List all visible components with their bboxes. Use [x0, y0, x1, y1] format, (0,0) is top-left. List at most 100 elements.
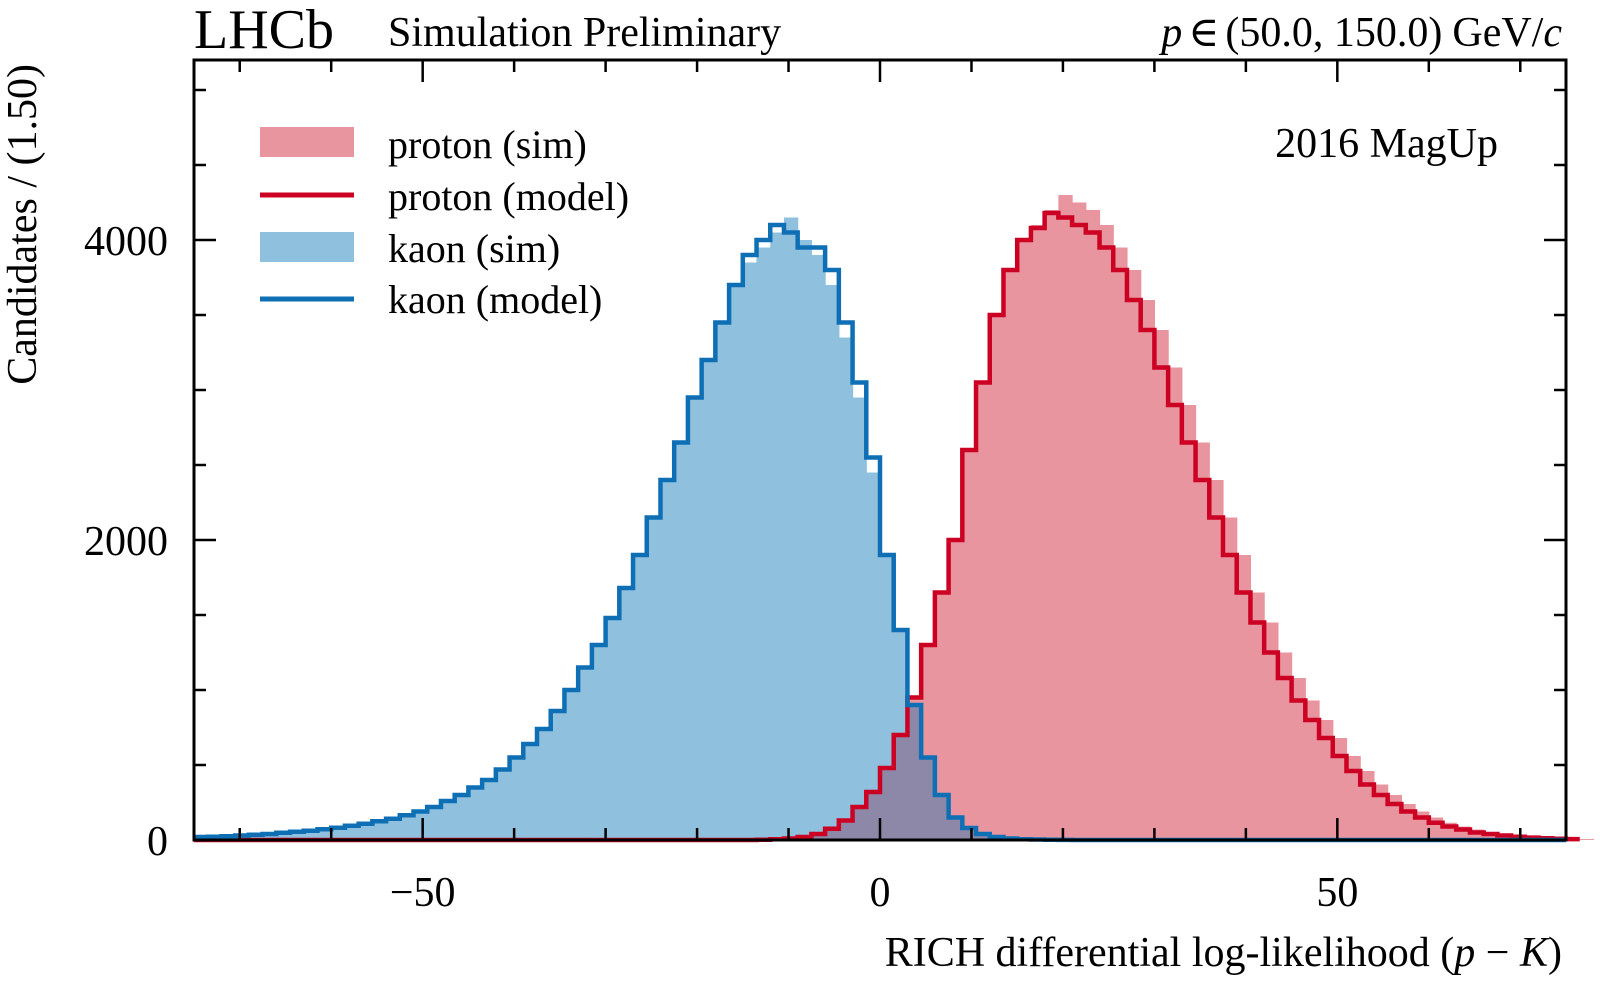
legend-swatch-proton-sim	[260, 127, 354, 157]
kaon-sim-bar	[386, 818, 401, 840]
kaon-sim-bar	[248, 834, 264, 840]
proton-sim-bar	[1072, 202, 1087, 840]
kaon-sim-bar	[303, 830, 319, 840]
kaon-sim-bar	[783, 217, 799, 840]
y-tick-label: 2000	[84, 519, 168, 565]
overlap-bar	[948, 817, 963, 840]
proton-sim-bar	[1113, 247, 1128, 840]
speed-of-light: c	[1543, 10, 1562, 56]
x-tick-label: −50	[390, 870, 456, 916]
proton-sim-bar	[1030, 225, 1046, 840]
proton-sim-bar	[1099, 225, 1114, 840]
kaon-sim-bar	[482, 780, 497, 840]
kaon-sim-bar	[633, 555, 648, 840]
proton-sim-bar	[1291, 678, 1306, 840]
proton-sim-bar	[1319, 720, 1334, 840]
overlap-bar	[934, 795, 950, 840]
momentum-values: (50.0, 150.0)	[1225, 10, 1442, 56]
proton-sim-bar	[948, 540, 963, 840]
proton-sim-bar	[1305, 700, 1320, 840]
overlap-bar	[921, 757, 936, 840]
proton-sim-bar	[1168, 367, 1183, 840]
legend-label-kaon-model: kaon (model)	[388, 277, 602, 322]
proton-sim-bar	[976, 382, 991, 840]
momentum-unit: GeV/	[1452, 10, 1543, 56]
kaon-sim-bar	[399, 815, 415, 840]
proton-sim-bar	[1360, 771, 1375, 840]
kaon-sim-bar	[344, 825, 360, 840]
kaon-sim-bar	[358, 823, 373, 840]
x-axis-label-p: p	[1451, 930, 1475, 976]
y-tick-label: 4000	[84, 219, 168, 265]
kaon-sim-bar	[564, 690, 579, 840]
momentum-var: p	[1158, 10, 1182, 56]
proton-sim-bar	[1003, 270, 1018, 840]
kaon-sim-bar	[729, 285, 744, 840]
kaon-sim-bar	[413, 811, 428, 840]
kaon-sim-bar	[715, 322, 730, 840]
x-axis-label-suffix: )	[1548, 930, 1562, 976]
proton-sim-bar	[1250, 592, 1265, 840]
proton-sim-bar	[1017, 240, 1032, 840]
overlap-bar	[907, 705, 922, 840]
kaon-sim-bar	[811, 255, 826, 840]
kaon-sim-bar	[372, 821, 387, 840]
experiment-label: LHCb	[194, 0, 334, 61]
x-axis-label: RICH differential log-likelihood (p − K)	[885, 930, 1562, 976]
proton-sim-bar	[1044, 210, 1059, 840]
kaon-sim-bar	[852, 397, 867, 840]
x-tick-label: 0	[870, 870, 891, 916]
kaon-sim-bar	[619, 588, 634, 840]
kaon-sim-bar	[427, 807, 442, 840]
kaon-sim-bar	[276, 832, 291, 840]
kaon-sim-bar	[770, 232, 785, 840]
proton-sim-bar	[1154, 330, 1169, 840]
overlap-bar	[866, 792, 881, 840]
kaon-sim-bar	[605, 618, 620, 840]
proton-sim-bar	[1195, 442, 1210, 840]
kaon-sim-bar	[317, 829, 332, 840]
proton-sim-bar	[1373, 784, 1389, 840]
axis-ticks	[194, 60, 1566, 842]
legend-label-kaon-sim: kaon (sim)	[388, 226, 560, 271]
kaon-sim-bar	[866, 472, 881, 840]
proton-sim-bar	[1126, 270, 1142, 840]
proton-sim-bar	[989, 315, 1005, 840]
kaon-sim-bar	[674, 442, 689, 840]
kaon-sim-bar	[701, 360, 716, 840]
kaon-sim-bar	[578, 667, 593, 840]
kaon-sim-bar	[440, 801, 456, 840]
kaon-sim-bar	[537, 729, 552, 840]
y-axis-label: Candidates / (1.50)	[0, 64, 46, 385]
overlap-bar	[852, 807, 867, 840]
kaon-sim-bar	[660, 480, 675, 840]
overlap-bar	[825, 828, 840, 840]
kaon-sim-bar	[509, 757, 524, 840]
proton-sim-bar	[1181, 405, 1197, 840]
x-axis-label-minus: −	[1475, 930, 1520, 976]
proton-sim-bar	[1058, 195, 1073, 840]
kaon-sim-bar	[468, 787, 483, 840]
kaon-sim-bar	[550, 711, 566, 840]
kaon-sim-bar	[454, 795, 469, 840]
proton-sim-bar	[1332, 738, 1348, 840]
kaon-sim-bar	[687, 397, 703, 840]
proton-sim-bar	[934, 592, 950, 840]
axis-tick-labels: −50 0 50 0 2000 4000	[84, 219, 1358, 916]
kaon-sim-fill	[194, 217, 1073, 840]
kaon-sim-bar	[825, 285, 840, 840]
run-annotation: 2016 MagUp	[1275, 121, 1498, 167]
element-of-symbol: ∈	[1188, 10, 1219, 56]
momentum-range-label: p ∈ (50.0, 150.0) GeV/c	[1158, 10, 1562, 56]
x-axis-label-prefix: RICH differential log-likelihood (	[885, 930, 1455, 976]
proton-sim-bar	[1579, 839, 1595, 840]
proton-sim-bar	[1085, 210, 1101, 840]
proton-sim-bar	[1223, 517, 1238, 840]
y-tick-label: 0	[147, 819, 168, 865]
legend-swatch-kaon-sim	[260, 232, 354, 262]
kaon-sim-bar	[591, 645, 607, 840]
overlap-bar	[838, 820, 854, 840]
proton-sim-fill	[756, 195, 1595, 840]
kaon-sim-bar	[523, 744, 538, 840]
